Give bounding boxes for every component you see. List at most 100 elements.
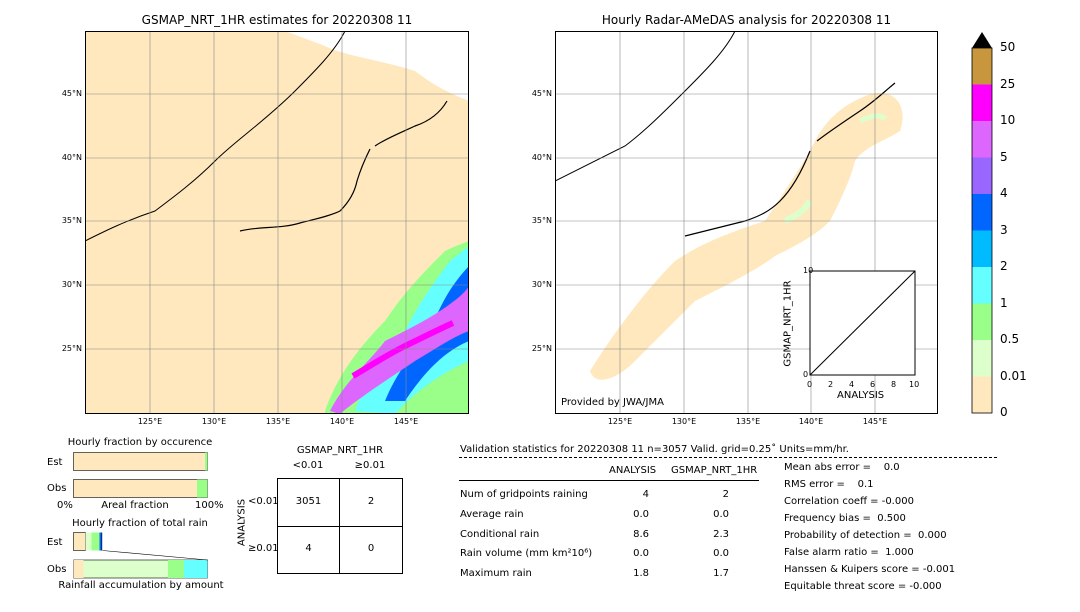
validation-divider: [459, 457, 997, 458]
left-map-title: GSMAP_NRT_1HR estimates for 20220308 11: [141, 13, 413, 27]
validation-score: Mean abs error = 0.0: [784, 462, 900, 473]
validation-score: Equitable threat score = -0.000: [784, 581, 942, 592]
inset-xtick: 2: [828, 380, 834, 389]
contingency-cell: 4: [305, 543, 312, 554]
right-continent-coast: [555, 31, 736, 182]
colorbar-segment: [972, 230, 992, 268]
rain-est-seg: [101, 532, 103, 551]
validation-row-label: Num of gridpoints raining: [460, 489, 588, 500]
right-rain-light: [858, 113, 887, 124]
validation-score: Correlation coeff = -0.000: [784, 496, 914, 507]
occurence-axis-max: 100%: [195, 500, 224, 511]
rain-est-seg: [91, 532, 100, 551]
left-lon-label: 130°E: [201, 417, 227, 426]
validation-row-gsmap: 2: [722, 489, 729, 500]
contingency-row-label: <0.01: [248, 496, 279, 507]
validation-row-gsmap: 0.0: [713, 548, 729, 559]
rain-est-seg: [99, 532, 102, 551]
contingency-table: 3051 2 4 0: [277, 478, 403, 574]
colorbar-segment: [972, 48, 992, 85]
colorbar: [971, 32, 993, 414]
validation-row-gsmap: 0.0: [713, 509, 729, 520]
left-lat-label: 25°N: [61, 344, 82, 353]
left-lon-label: 135°E: [265, 417, 291, 426]
right-lon-label: 140°E: [798, 417, 824, 426]
rain-fraction-row-obs: Obs: [47, 564, 67, 575]
validation-col-gsmap: GSMAP_NRT_1HR: [671, 465, 758, 476]
data-credit: Provided by JWA/JMA: [561, 397, 664, 408]
left-map: [85, 31, 469, 414]
inset-diagonal: [809, 270, 916, 376]
contingency-col-label: <0.01: [292, 460, 324, 471]
validation-row-analysis: 8.6: [633, 529, 649, 540]
occurence-est-rain: [205, 452, 208, 471]
inset-xtick: 6: [870, 380, 876, 389]
right-map: [555, 31, 938, 414]
right-lat-label: 45°N: [531, 89, 552, 98]
left-lat-label: 40°N: [61, 153, 82, 162]
validation-row-label: Maximum rain: [460, 568, 532, 579]
right-lat-label: 25°N: [531, 344, 552, 353]
right-rain-light: [783, 199, 813, 224]
rain-est-seg: [85, 532, 92, 551]
colorbar-segment: [972, 84, 992, 122]
right-map-frame: [555, 31, 938, 414]
validation-score: RMS error = 0.1: [784, 479, 874, 490]
colorbar-segment: [972, 376, 992, 414]
rain-obs-seg: [73, 560, 84, 578]
validation-row-label: Rain volume (mm km²10⁶): [460, 548, 593, 559]
colorbar-label: 2: [1000, 259, 1008, 273]
rain-fraction-footer: Rainfall accumulation by amount: [58, 580, 224, 591]
left-lat-label: 30°N: [61, 280, 82, 289]
occurence-title: Hourly fraction by occurence: [67, 437, 213, 448]
colorbar-segment: [972, 267, 992, 304]
left-lon-label: 145°E: [393, 417, 419, 426]
validation-score: False alarm ratio = 1.000: [784, 547, 914, 558]
contingency-divider-h: [278, 526, 402, 527]
inset-ytick: 0: [803, 370, 809, 379]
validation-row-gsmap: 1.7: [713, 568, 729, 579]
contingency-cell: 0: [367, 543, 375, 554]
right-lon-label: 135°E: [735, 417, 761, 426]
left-lon-label: 125°E: [137, 417, 163, 426]
validation-header-rule: [459, 480, 759, 481]
right-coastline: [684, 82, 896, 237]
occurence-obs-rain: [197, 479, 208, 498]
right-lon-label: 145°E: [862, 417, 888, 426]
colorbar-label: 1: [1000, 295, 1008, 310]
colorbar-extend-arrow: [972, 32, 992, 48]
contingency-row-axis: ANALYSIS: [236, 498, 248, 547]
rain-connector-line: [102, 550, 208, 561]
right-map-title: Hourly Radar-AMeDAS analysis for 2022030…: [601, 13, 892, 27]
occurence-row-obs: Obs: [47, 483, 67, 494]
right-lat-label: 30°N: [531, 280, 552, 289]
left-lon-label: 140°E: [329, 417, 355, 426]
validation-col-analysis: ANALYSIS: [609, 465, 657, 476]
inset-xtick: 10: [909, 380, 920, 389]
left-map-nodata-region: [285, 31, 469, 101]
contingency-cell: 3051: [295, 496, 322, 507]
colorbar-label: 5: [1000, 149, 1008, 164]
occurence-row-est: Est: [47, 457, 63, 468]
colorbar-segment: [972, 194, 992, 231]
occurence-obs-bar: [73, 479, 208, 498]
left-continent-coast: [85, 31, 346, 242]
validation-row-analysis: 1.8: [633, 568, 649, 579]
inset-xlabel: ANALYSIS: [837, 390, 885, 401]
colorbar-label: 3: [1000, 222, 1008, 237]
validation-row-label: Average rain: [460, 509, 524, 520]
contingency-cell: 2: [367, 496, 375, 507]
colorbar-label: 0.01: [1000, 368, 1027, 383]
rain-fraction-bars: [73, 532, 208, 579]
validation-row-analysis: 0.0: [633, 548, 649, 559]
inset-xtick: 8: [891, 380, 897, 389]
colorbar-label: 4: [1000, 186, 1008, 200]
colorbar-segment: [972, 157, 992, 195]
colorbar-segment: [972, 303, 992, 341]
left-map-frame: [85, 31, 469, 414]
rain-obs-seg: [168, 560, 184, 578]
right-lat-label: 35°N: [531, 216, 552, 225]
validation-score: Probability of detection = 0.000: [784, 530, 947, 541]
validation-header: Validation statistics for 20220308 11 n=…: [460, 444, 849, 455]
left-coastline: [239, 100, 448, 232]
